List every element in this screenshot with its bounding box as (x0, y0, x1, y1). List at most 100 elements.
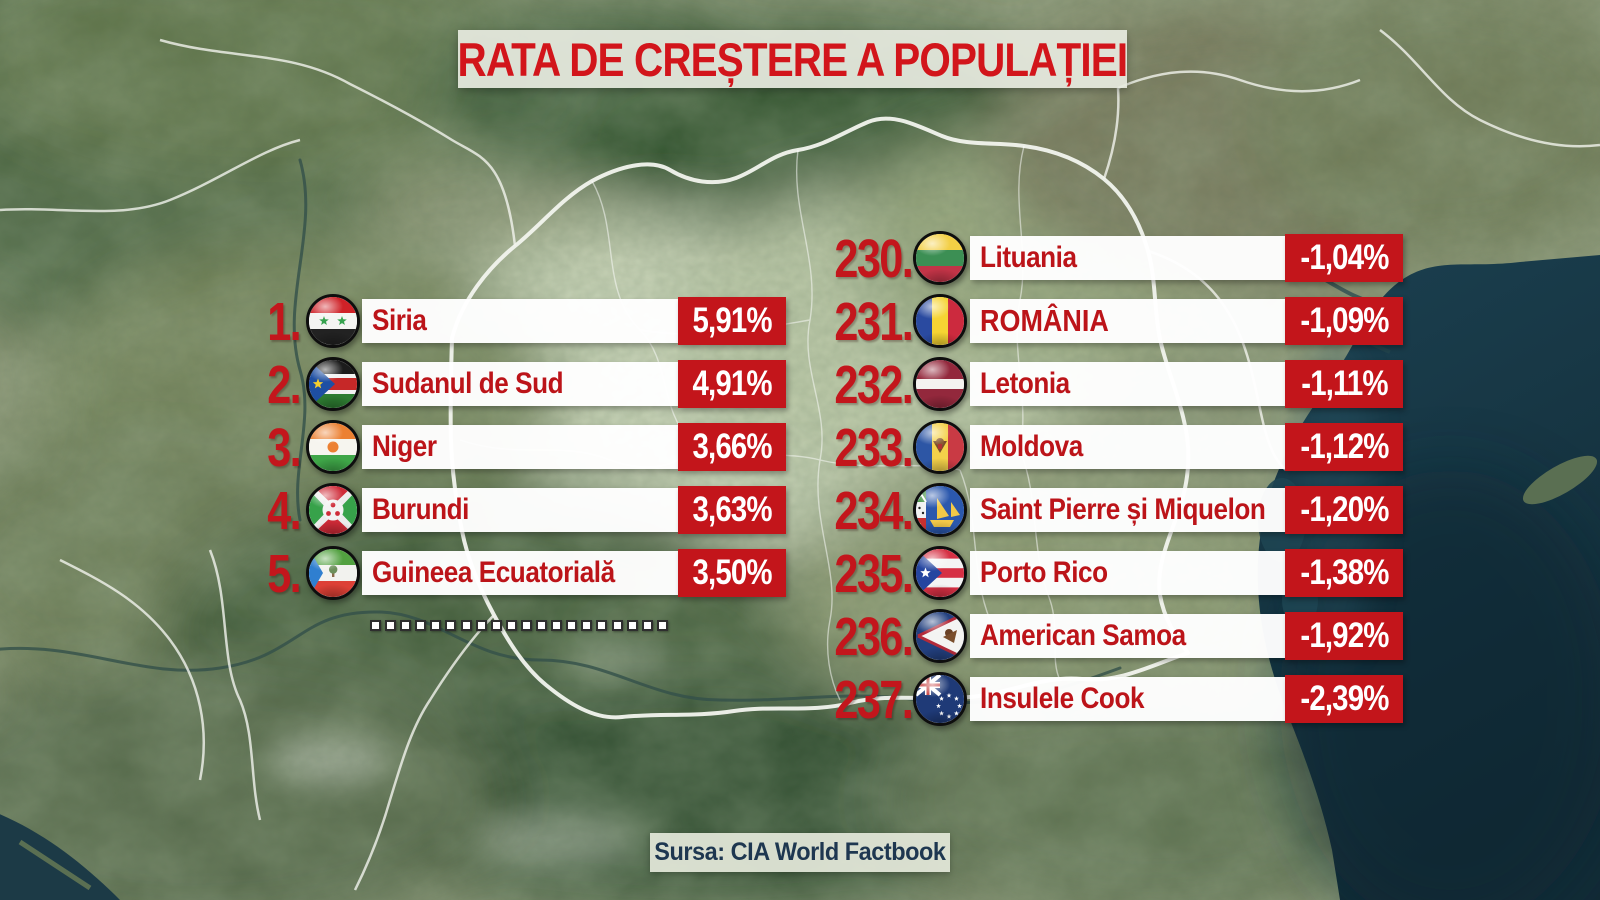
rank-number-text: 235. (834, 544, 913, 604)
page-title: RATA DE CREȘTERE A POPULAȚIEI (457, 32, 1129, 86)
value-badge: 4,91% (678, 360, 786, 408)
rank-number: 233. (712, 418, 913, 478)
rank-number: 3. (140, 420, 301, 476)
rank-number-text: 236. (834, 607, 913, 667)
value-text: 3,66% (692, 427, 772, 466)
value-badge: -1,92% (1285, 612, 1403, 660)
value-badge: -1,20% (1285, 486, 1403, 534)
list-continuation-dots (370, 617, 668, 633)
continuation-square (536, 619, 548, 631)
ranking-row: 231. ROMÂNIA -1,09% (0, 292, 1600, 352)
latvia-flag-icon (913, 357, 967, 411)
saint-pierre-miquelon-flag-icon (913, 483, 967, 537)
country-name: Porto Rico (980, 556, 1108, 589)
continuation-square (370, 619, 381, 631)
rank-number: 231. (712, 292, 913, 352)
continuation-square (566, 619, 578, 631)
value-text: 3,63% (692, 490, 772, 529)
ranking-row: 3. Niger 3,66% (0, 420, 1600, 476)
ranking-row: 235. Porto Rico -1,38% (0, 544, 1600, 604)
rank-number: 237. (712, 670, 913, 730)
value-badge: -1,12% (1285, 423, 1403, 471)
niger-flag-icon (306, 420, 360, 474)
country-name: Saint Pierre și Miquelon (980, 493, 1266, 526)
value-text: -1,04% (1299, 238, 1389, 277)
continuation-square (611, 619, 623, 631)
value-badge: -1,11% (1285, 360, 1403, 408)
cook-islands-flag-icon (913, 672, 967, 726)
country-name: Letonia (980, 367, 1070, 400)
rank-number: 232. (712, 355, 913, 415)
value-text: -1,20% (1299, 490, 1389, 529)
country-bar: Letonia (970, 362, 1285, 406)
country-bar: Siria (362, 299, 678, 343)
rank-number-text: 1. (267, 292, 301, 352)
continuation-square (415, 619, 427, 631)
source-label: Sursa: CIA World Factbook (654, 838, 946, 866)
ranking-row: 5. Guineea Ecuatorială 3,50% (0, 546, 1600, 602)
rank-number-text: 237. (834, 670, 913, 730)
source-bar: Sursa: CIA World Factbook (650, 833, 950, 872)
rank-number-text: 232. (834, 355, 913, 415)
value-text: -1,38% (1299, 553, 1389, 592)
country-bar: Sudanul de Sud (362, 362, 678, 406)
rank-number: 234. (712, 481, 913, 541)
country-name: American Samoa (980, 619, 1186, 652)
puerto-rico-flag-icon (913, 546, 967, 600)
american-samoa-flag-icon (913, 609, 967, 663)
continuation-square (505, 619, 517, 631)
country-name: ROMÂNIA (980, 303, 1109, 338)
continuation-square (430, 619, 442, 631)
title-bar: RATA DE CREȘTERE A POPULAȚIEI (457, 30, 1129, 88)
country-bar: Guineea Ecuatorială (362, 551, 678, 595)
value-text: -2,39% (1299, 679, 1389, 718)
continuation-square (460, 619, 472, 631)
country-bar: ROMÂNIA (970, 299, 1285, 343)
continuation-square (596, 619, 608, 631)
country-name: Lituania (980, 241, 1077, 274)
value-text: 5,91% (692, 301, 772, 340)
value-text: -1,11% (1300, 364, 1388, 403)
ranking-row: 1. Siria 5,91% (0, 292, 1600, 352)
rank-number-text: 234. (834, 481, 913, 541)
rank-number: 2. (140, 357, 301, 413)
country-bar: Insulele Cook (970, 677, 1285, 721)
value-text: 4,91% (692, 364, 772, 403)
ranking-row: 236. American Samoa -1,92% (0, 607, 1600, 667)
continuation-square (641, 619, 653, 631)
ranking-row: 230. Lituania -1,04% (0, 229, 1600, 289)
country-bar: Niger (362, 425, 678, 469)
rank-number: 236. (712, 607, 913, 667)
value-badge: 3,63% (678, 486, 786, 534)
value-badge: 3,66% (678, 423, 786, 471)
south-sudan-flag-icon (306, 357, 360, 411)
rank-number: 4. (140, 481, 301, 541)
ranking-row: 4. Burundi 3,63% (0, 481, 1600, 541)
value-badge: -1,04% (1285, 234, 1403, 282)
continuation-square (581, 619, 593, 631)
ranking-row: 233. Moldova -1,12% (0, 418, 1600, 478)
rank-number: 5. (140, 546, 301, 602)
rank-number: 230. (712, 229, 913, 289)
rank-number: 1. (140, 292, 301, 352)
country-name: Moldova (980, 430, 1083, 463)
rank-number-text: 231. (834, 292, 913, 352)
country-name: Insulele Cook (980, 682, 1145, 715)
continuation-square (656, 619, 668, 631)
equatorial-guinea-flag-icon (306, 546, 360, 600)
lithuania-flag-icon (913, 231, 967, 285)
ranking-row: 234. Saint Pierre și Miquelon -1,20% (0, 481, 1600, 541)
continuation-square (551, 619, 563, 631)
rank-number-text: 230. (834, 229, 913, 289)
rank-number-text: 233. (834, 418, 913, 478)
value-text: 3,50% (692, 553, 772, 592)
country-bar: Porto Rico (970, 551, 1285, 595)
country-name: Sudanul de Sud (372, 367, 564, 400)
value-text: -1,92% (1299, 616, 1389, 655)
continuation-square (475, 619, 487, 631)
rank-number-text: 4. (267, 481, 301, 541)
ranking-row: 232. Letonia -1,11% (0, 355, 1600, 415)
country-bar: American Samoa (970, 614, 1285, 658)
romania-flag-icon (913, 294, 967, 348)
